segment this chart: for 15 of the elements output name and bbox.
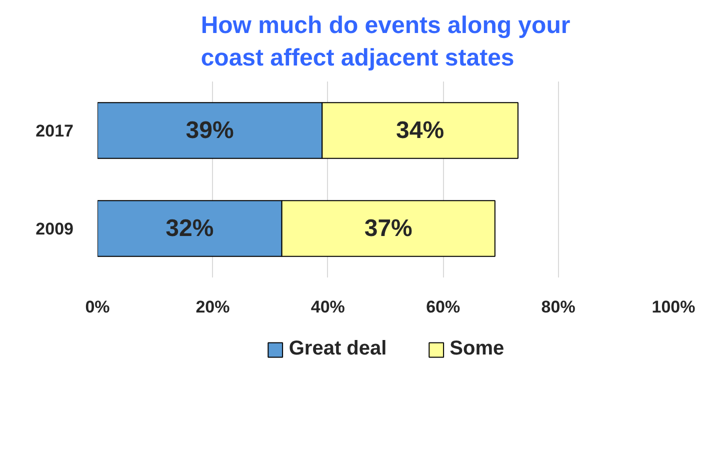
y-tick-label: 2017 (36, 122, 74, 140)
x-tick-label: 80% (541, 298, 576, 316)
y-tick-label: 2009 (36, 220, 74, 238)
x-tick-label: 100% (652, 298, 696, 316)
legend-label: Great deal (288, 338, 387, 360)
x-tick-label: 0% (85, 298, 110, 316)
chart-title: How much do events along your coast affect adjacent states (200, 12, 570, 72)
x-tick-label: 60% (426, 298, 460, 316)
data-label: 32% (166, 215, 214, 242)
x-tick-label: 20% (196, 298, 230, 316)
legend-label: Some (450, 338, 504, 360)
data-label: 34% (396, 117, 444, 144)
data-label: 39% (186, 117, 234, 144)
x-tick-label: 40% (310, 298, 345, 316)
data-label: 37% (364, 215, 412, 242)
